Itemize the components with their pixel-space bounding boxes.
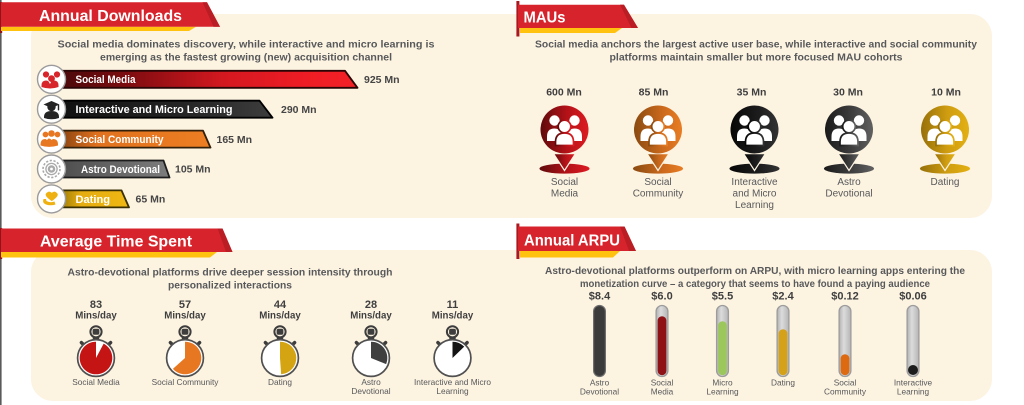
svg-text:Annual ARPU: Annual ARPU (524, 232, 620, 249)
svg-text:Dating: Dating (771, 377, 795, 387)
svg-text:Dating: Dating (76, 194, 111, 206)
svg-text:Learning: Learning (897, 386, 930, 396)
svg-text:Social media dominates discove: Social media dominates discovery, while … (58, 40, 435, 51)
svg-text:Media: Media (651, 386, 674, 396)
svg-text:Astro-devotional platforms dri: Astro-devotional platforms drive deeper … (68, 268, 393, 279)
svg-text:Learning: Learning (735, 200, 774, 211)
svg-text:Mins/day: Mins/day (432, 311, 474, 322)
svg-text:Mins/day: Mins/day (75, 311, 117, 322)
svg-text:28: 28 (365, 299, 377, 311)
svg-text:Learning: Learning (706, 386, 739, 396)
svg-text:Astro: Astro (837, 177, 861, 188)
svg-text:Social Community: Social Community (152, 377, 220, 387)
svg-text:Social Community: Social Community (76, 134, 165, 146)
svg-text:Social media anchors the large: Social media anchors the largest active … (535, 40, 977, 51)
svg-text:925 Mn: 925 Mn (364, 74, 400, 86)
svg-text:personalized interactions: personalized interactions (168, 281, 292, 292)
svg-text:Interactive: Interactive (731, 177, 778, 188)
svg-text:Devotional: Devotional (351, 386, 390, 396)
svg-text:Interactive: Interactive (894, 377, 933, 387)
svg-text:$0.06: $0.06 (899, 291, 927, 303)
svg-text:$8.4: $8.4 (589, 291, 611, 303)
svg-text:$2.4: $2.4 (772, 291, 794, 303)
svg-text:MAUs: MAUs (524, 9, 566, 26)
svg-text:Astro-devotional platforms out: Astro-devotional platforms outperform on… (545, 266, 965, 277)
svg-text:Social: Social (551, 177, 578, 188)
svg-text:85 Mn: 85 Mn (639, 87, 669, 99)
svg-text:Dating: Dating (268, 377, 292, 387)
svg-text:600 Mn: 600 Mn (546, 87, 582, 99)
svg-text:Mins/day: Mins/day (259, 311, 301, 322)
svg-text:83: 83 (90, 299, 102, 311)
svg-text:Learning: Learning (436, 386, 469, 396)
svg-text:Interactive and Micro Learning: Interactive and Micro Learning (76, 104, 233, 116)
svg-text:290 Mn: 290 Mn (281, 104, 317, 116)
svg-text:Social: Social (644, 177, 671, 188)
svg-text:Community: Community (824, 386, 867, 396)
svg-text:10 Mn: 10 Mn (931, 87, 961, 99)
svg-text:Social Media: Social Media (72, 377, 120, 387)
svg-text:11: 11 (447, 299, 459, 311)
svg-text:Social: Social (834, 377, 857, 387)
svg-text:Social: Social (651, 377, 674, 387)
svg-text:44: 44 (274, 299, 287, 311)
svg-text:$6.0: $6.0 (651, 291, 672, 303)
svg-text:Micro: Micro (712, 377, 733, 387)
svg-text:65 Mn: 65 Mn (136, 194, 166, 206)
svg-text:35 Mn: 35 Mn (737, 87, 767, 99)
svg-text:Devotional: Devotional (580, 386, 619, 396)
svg-text:Annual Downloads: Annual Downloads (39, 8, 182, 25)
svg-text:Astro Devotional: Astro Devotional (81, 164, 160, 176)
svg-text:Mins/day: Mins/day (164, 311, 206, 322)
svg-text:Community: Community (633, 189, 684, 200)
svg-text:Dating: Dating (931, 177, 960, 188)
svg-text:$5.5: $5.5 (712, 291, 733, 303)
svg-text:platforms maintain smaller but: platforms maintain smaller but more focu… (610, 53, 903, 64)
svg-text:105 Mn: 105 Mn (175, 164, 211, 176)
svg-text:30 Mn: 30 Mn (833, 87, 863, 99)
svg-text:57: 57 (179, 299, 191, 311)
svg-text:165 Mn: 165 Mn (217, 134, 253, 146)
svg-text:Devotional: Devotional (825, 189, 872, 200)
svg-text:Mins/day: Mins/day (350, 311, 392, 322)
svg-text:$0.12: $0.12 (831, 291, 859, 303)
svg-text:Media: Media (551, 189, 579, 200)
svg-text:Astro: Astro (590, 377, 610, 387)
svg-text:Astro: Astro (361, 377, 381, 387)
svg-text:and Micro: and Micro (733, 189, 777, 200)
svg-text:Social Media: Social Media (76, 74, 137, 86)
svg-text:monetization curve – a categor: monetization curve – a category that see… (580, 279, 930, 290)
svg-text:Interactive and Micro: Interactive and Micro (414, 377, 491, 387)
svg-text:Average Time Spent: Average Time Spent (40, 233, 192, 250)
svg-text:emerging as the fastest growin: emerging as the fastest growing (new) ac… (100, 53, 392, 64)
